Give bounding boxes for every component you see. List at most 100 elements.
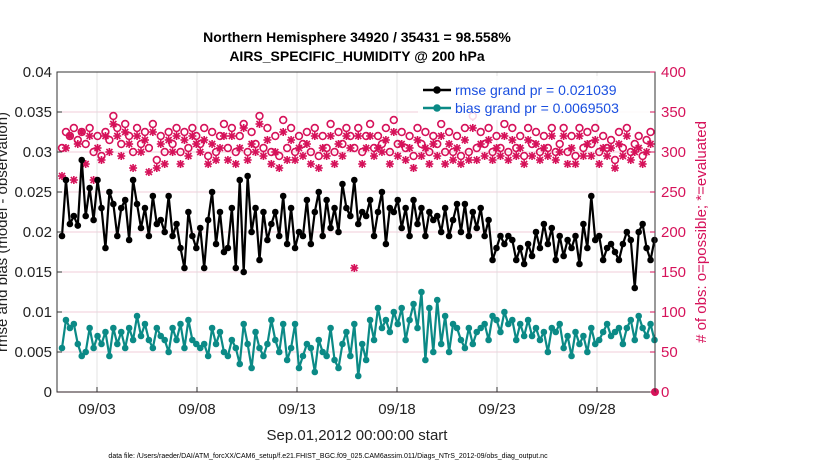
obs-evaluated-point	[460, 136, 469, 144]
rmse-point	[232, 264, 240, 272]
obs-evaluated-point	[528, 152, 537, 160]
rmse-point	[370, 232, 378, 240]
rmse-point	[509, 236, 516, 244]
bias-point	[90, 344, 97, 352]
bias-point	[354, 372, 362, 380]
rmse-point	[564, 236, 571, 244]
bias-point	[485, 336, 492, 344]
obs-possible-point	[148, 119, 158, 129]
rmse-point	[540, 220, 548, 228]
rmse-point	[299, 232, 307, 240]
obs-possible-point	[634, 131, 643, 141]
rmse-point	[410, 196, 417, 204]
obs-evaluated-point	[93, 144, 102, 152]
y-tick-label: 0	[44, 384, 52, 401]
obs-evaluated-point	[184, 152, 193, 160]
y-right-tick-label: 350	[661, 104, 686, 121]
obs-possible-point	[440, 147, 450, 157]
rmse-point	[208, 188, 216, 196]
bias-point	[343, 328, 350, 336]
bias-point	[339, 340, 346, 348]
rmse-point	[137, 224, 145, 232]
bias-point	[275, 348, 283, 356]
bias-point	[619, 340, 627, 348]
bias-point	[98, 340, 105, 348]
bias-point	[287, 344, 295, 352]
obs-evaluated-point	[370, 152, 379, 160]
obs-evaluated-point	[425, 160, 434, 168]
obs-evaluated-point	[393, 152, 402, 160]
obs-evaluated-point	[397, 140, 406, 148]
obs-possible-point	[397, 127, 406, 137]
obs-evaluated-point	[172, 132, 181, 140]
obs-evaluated-point	[58, 172, 66, 180]
bias-point	[599, 328, 607, 336]
bias-point	[430, 348, 437, 356]
bias-point	[603, 320, 611, 328]
obs-evaluated-point	[330, 160, 339, 168]
obs-possible-point	[318, 131, 327, 141]
bias-point	[307, 344, 315, 352]
rmse-point	[129, 176, 137, 184]
obs-evaluated-point	[188, 132, 197, 140]
obs-possible-point	[492, 131, 501, 141]
obs-evaluated-point	[267, 160, 276, 168]
bias-point	[295, 364, 303, 372]
obs-evaluated-point	[196, 148, 205, 156]
rmse-point	[619, 240, 627, 248]
obs-possible-point	[523, 123, 533, 133]
bias-point	[560, 344, 567, 352]
rmse-point	[374, 208, 382, 216]
y-tick-label: 0.01	[23, 304, 52, 321]
obs-evaluated-point	[642, 148, 651, 156]
obs-evaluated-point	[405, 144, 414, 152]
obs-evaluated-point	[535, 156, 544, 164]
rmse-point	[311, 208, 319, 216]
obs-evaluated-point	[614, 140, 623, 148]
obs-evaluated-point	[559, 132, 568, 140]
obs-evaluated-point	[219, 132, 228, 140]
x-tick-label: 09/18	[378, 401, 416, 418]
rmse-point	[398, 224, 406, 232]
rmse-point	[149, 192, 157, 200]
bias-point	[378, 324, 386, 332]
rmse-point	[252, 204, 259, 212]
obs-evaluated-point	[287, 136, 296, 144]
rmse-point	[181, 264, 188, 272]
rmse-point	[611, 248, 619, 256]
bias-point	[572, 328, 579, 336]
bias-point	[576, 340, 583, 348]
obs-possible-point	[413, 123, 422, 133]
bias-point	[433, 296, 441, 304]
bias-point	[129, 336, 137, 344]
obs-possible-point	[614, 127, 624, 137]
obs-evaluated-point	[144, 168, 153, 176]
rmse-point	[528, 252, 536, 260]
obs-evaluated-point	[543, 152, 552, 160]
obs-evaluated-point	[235, 144, 244, 152]
obs-evaluated-point	[433, 152, 442, 160]
y-right-tick-label: 250	[661, 184, 686, 201]
rmse-point	[339, 180, 346, 188]
rmse-point	[114, 232, 121, 240]
rmse-point	[98, 204, 105, 212]
y-axis-label: rmse and bias (model - observation)	[0, 112, 11, 352]
obs-evaluated-point	[192, 140, 201, 148]
obs-evaluated-point	[200, 136, 209, 144]
obs-evaluated-point	[599, 144, 608, 152]
bias-point	[177, 320, 184, 328]
obs-possible-point	[598, 131, 608, 141]
obs-evaluated-point	[362, 144, 371, 152]
y-right-tick-label: 400	[661, 64, 686, 81]
bias-point	[117, 328, 125, 336]
obs-evaluated-point	[326, 132, 335, 140]
obs-possible-point	[156, 131, 165, 141]
obs-evaluated-point	[239, 124, 248, 132]
obs-evaluated-point	[208, 140, 217, 148]
rmse-point	[216, 208, 224, 216]
bias-point	[102, 328, 109, 336]
chart-title: Northern Hemisphere 34920 / 35431 = 98.5…	[203, 29, 511, 45]
obs-evaluated-point	[342, 132, 351, 140]
rmse-point	[177, 244, 184, 252]
obs-possible-point	[81, 139, 90, 149]
